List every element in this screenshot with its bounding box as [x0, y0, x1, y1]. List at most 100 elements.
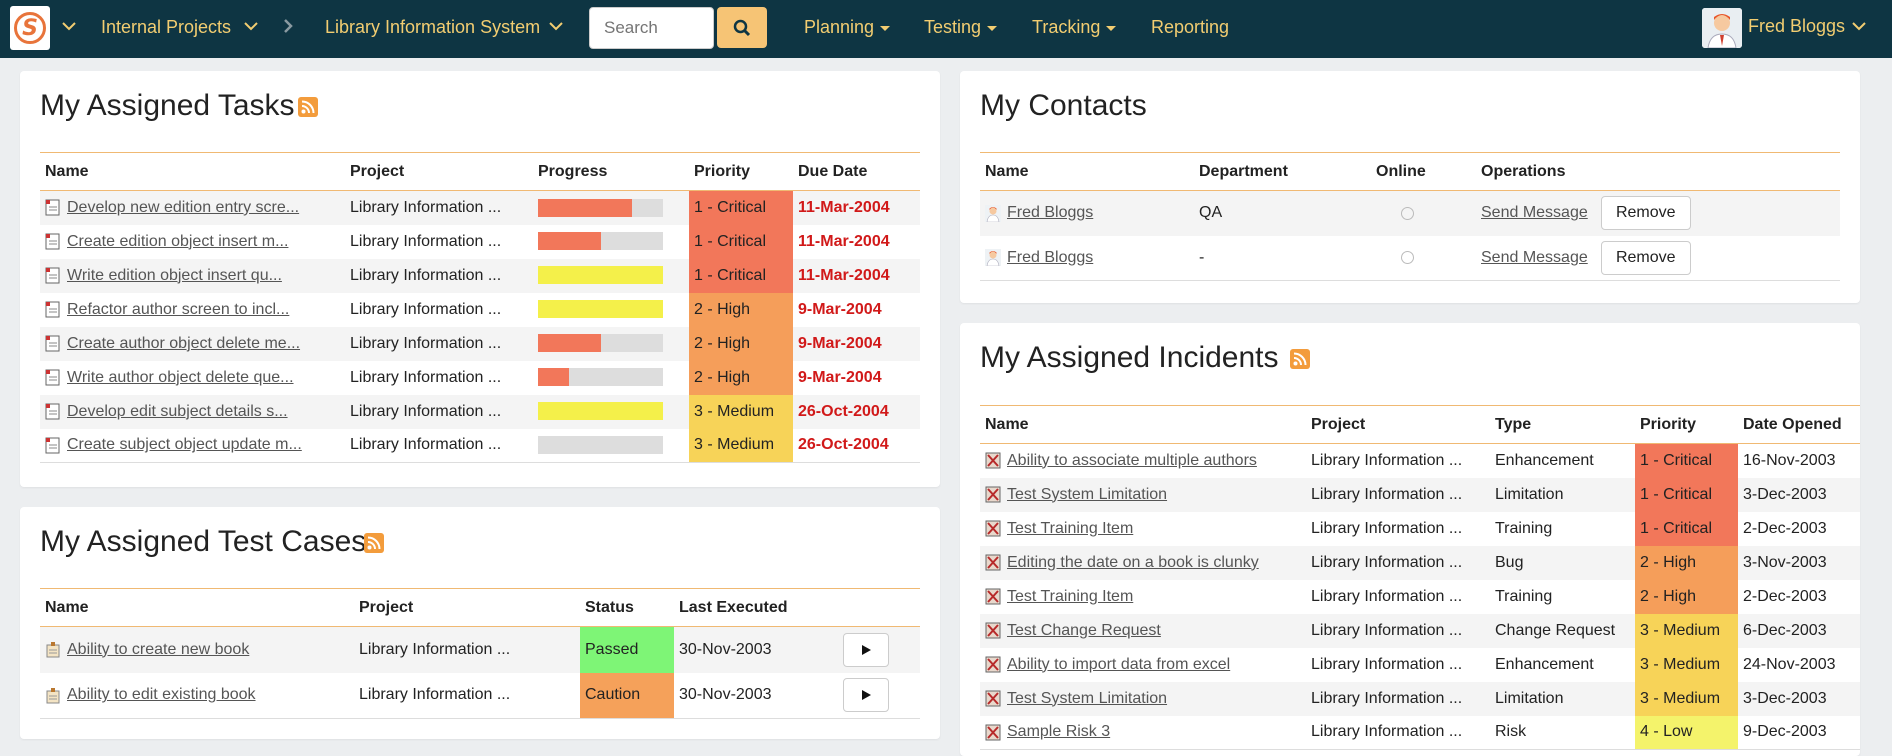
department-cell: -	[1194, 235, 1371, 281]
priority-cell: 1 - Critical	[689, 258, 793, 293]
online-status-indicator	[1401, 251, 1414, 265]
progress-cell	[533, 190, 689, 225]
task-icon	[45, 437, 60, 454]
send-message-link[interactable]: Send Message	[1481, 204, 1588, 222]
column-header[interactable]: Progress	[533, 152, 689, 191]
task-link[interactable]: Create subject object update m...	[67, 436, 302, 454]
column-header[interactable]: Online	[1371, 152, 1476, 191]
column-header[interactable]: Project	[1306, 405, 1490, 444]
type-cell: Limitation	[1490, 681, 1635, 716]
user-avatar-icon	[1702, 8, 1742, 48]
contact-link[interactable]: Fred Bloggs	[1007, 248, 1094, 266]
type-cell: Limitation	[1490, 477, 1635, 512]
chevron-down-icon[interactable]	[1851, 18, 1867, 34]
task-link[interactable]: Develop edit subject details s...	[67, 402, 288, 420]
menu-planning[interactable]: Planning	[804, 17, 891, 38]
user-avatar[interactable]	[1702, 8, 1742, 48]
column-header[interactable]: Last Executed	[674, 588, 838, 627]
app-logo[interactable]: S	[10, 6, 50, 50]
menu-reporting[interactable]: Reporting	[1151, 17, 1229, 38]
column-header[interactable]: Priority	[689, 152, 793, 191]
execute-button[interactable]	[843, 632, 889, 667]
search-input[interactable]	[589, 7, 714, 49]
project-link[interactable]: Library Information System	[325, 17, 541, 37]
project-cell: Library Information ...	[345, 428, 533, 463]
incident-link[interactable]: Sample Risk 3	[1007, 723, 1111, 741]
menu-tracking[interactable]: Tracking	[1032, 17, 1117, 38]
rss-icon[interactable]	[364, 533, 384, 553]
incident-link[interactable]: Test Training Item	[1007, 587, 1134, 605]
column-header[interactable]: Operations	[1476, 152, 1840, 191]
incident-icon	[985, 656, 1001, 673]
online-cell	[1371, 235, 1476, 281]
project-cell: Library Information ...	[345, 190, 533, 225]
column-header[interactable]: Name	[980, 405, 1306, 444]
task-icon	[45, 335, 60, 352]
column-header[interactable]: Date Opened	[1738, 405, 1860, 444]
progress-bar	[538, 334, 663, 353]
column-header[interactable]: Name	[980, 152, 1194, 191]
assigned-testcases-panel: My Assigned Test Cases Name Project Stat…	[20, 507, 940, 739]
column-header[interactable]: Project	[345, 152, 533, 191]
project-cell: Library Information ...	[1306, 613, 1490, 648]
progress-cell	[533, 225, 689, 259]
execute-button[interactable]	[843, 678, 889, 713]
column-header[interactable]: Name	[40, 588, 354, 627]
progress-cell	[533, 293, 689, 327]
due-date-cell: 26-Oct-2004	[793, 428, 920, 463]
incident-link[interactable]: Ability to import data from excel	[1007, 655, 1231, 673]
task-link[interactable]: Refactor author screen to incl...	[67, 300, 290, 318]
table-row: Test Change Request Library Information .…	[980, 613, 1860, 648]
task-link[interactable]: Create author object delete me...	[67, 334, 301, 352]
testcase-link[interactable]: Ability to create new book	[67, 640, 250, 658]
task-icon	[45, 233, 60, 250]
play-icon	[862, 644, 871, 655]
assigned-incidents-panel: My Assigned Incidents Name Project Type …	[960, 323, 1860, 756]
task-link[interactable]: Develop new edition entry scre...	[67, 198, 300, 216]
send-message-link[interactable]: Send Message	[1481, 248, 1588, 266]
remove-button[interactable]: Remove	[1600, 196, 1691, 231]
task-link[interactable]: Write edition object insert qu...	[67, 266, 282, 284]
column-header[interactable]: Status	[580, 588, 674, 627]
incident-link[interactable]: Test Change Request	[1007, 621, 1161, 639]
task-link[interactable]: Write author object delete que...	[67, 368, 294, 386]
remove-button[interactable]: Remove	[1600, 240, 1691, 275]
execute-cell	[838, 672, 920, 719]
chevron-down-icon[interactable]	[61, 18, 77, 34]
table-row: Test Training Item Library Information ..…	[980, 511, 1860, 546]
rss-icon[interactable]	[298, 97, 318, 117]
column-header[interactable]: Project	[354, 588, 580, 627]
contact-link[interactable]: Fred Bloggs	[1007, 204, 1094, 222]
incident-link[interactable]: Test System Limitation	[1007, 689, 1168, 707]
rss-icon[interactable]	[1290, 349, 1310, 369]
incident-link[interactable]: Editing the date on a book is clunky	[1007, 553, 1259, 571]
incident-name-cell: Test System Limitation	[980, 681, 1306, 716]
task-link[interactable]: Create edition object insert m...	[67, 232, 289, 250]
incident-link[interactable]: Ability to associate multiple authors	[1007, 451, 1257, 469]
project-cell: Library Information ...	[1306, 681, 1490, 716]
project-cell: Library Information ...	[350, 232, 502, 250]
user-name[interactable]: Fred Bloggs	[1748, 16, 1846, 36]
test-case-icon	[46, 687, 60, 704]
column-header[interactable]: Name	[40, 152, 345, 191]
column-header[interactable]: Department	[1194, 152, 1371, 191]
search-button[interactable]	[717, 7, 767, 48]
menu-testing[interactable]: Testing	[924, 17, 998, 38]
testcase-link[interactable]: Ability to edit existing book	[67, 686, 256, 704]
department-cell: QA	[1194, 190, 1371, 236]
chevron-down-icon[interactable]	[243, 18, 259, 34]
progress-bar	[538, 232, 663, 251]
incident-name-cell: Ability to import data from excel	[980, 648, 1306, 682]
column-header[interactable]: Due Date	[793, 152, 920, 191]
column-header[interactable]: Priority	[1635, 405, 1738, 444]
due-date-cell: 11-Mar-2004	[798, 232, 890, 250]
column-header[interactable]: Type	[1490, 405, 1635, 444]
incident-icon	[985, 724, 1001, 741]
table-row: Write edition object insert qu... Library…	[40, 258, 920, 293]
date-opened-cell: 9-Dec-2003	[1738, 715, 1860, 750]
menu-label: Planning	[804, 17, 875, 37]
incident-link[interactable]: Test Training Item	[1007, 519, 1134, 537]
project-group-link[interactable]: Internal Projects	[101, 17, 232, 37]
incident-link[interactable]: Test System Limitation	[1007, 485, 1168, 503]
chevron-down-icon[interactable]	[548, 18, 564, 34]
